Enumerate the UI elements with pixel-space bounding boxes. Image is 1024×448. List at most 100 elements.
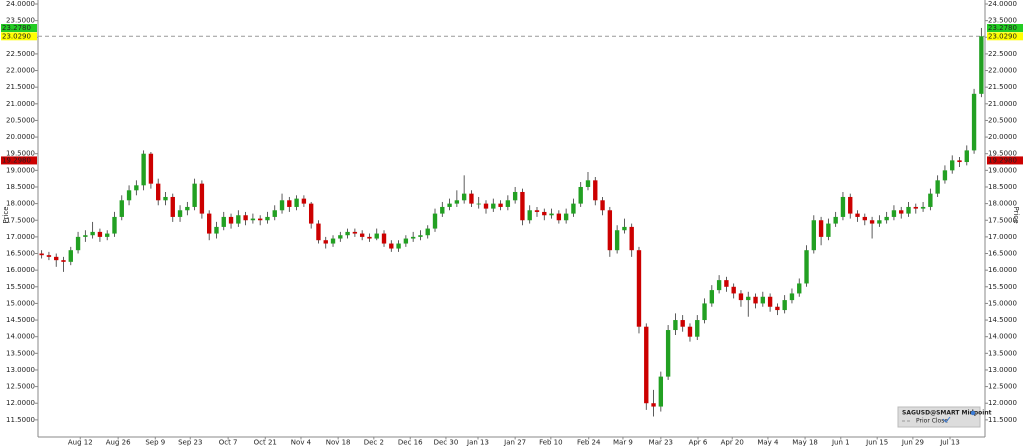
candle-body bbox=[971, 93, 977, 151]
x-tick-label: Oct 7 bbox=[219, 439, 238, 447]
y-tick-label-right: 14.5000 bbox=[988, 316, 1017, 324]
candle-body bbox=[359, 233, 365, 237]
y-tick-label: 12.0000 bbox=[6, 399, 35, 407]
x-tick-label: Oct 21 bbox=[254, 439, 277, 447]
candle-body bbox=[97, 231, 103, 237]
candle-body bbox=[279, 200, 285, 211]
candle-body bbox=[389, 243, 394, 249]
candle-body bbox=[148, 153, 154, 184]
x-tick-label: Sep 23 bbox=[178, 439, 202, 447]
y-tick-label: 21.0000 bbox=[6, 100, 35, 108]
x-tick-label: Jun 29 bbox=[901, 439, 924, 447]
candle-body bbox=[585, 180, 591, 187]
candle-body bbox=[491, 203, 496, 209]
candle-body bbox=[644, 326, 649, 404]
y-tick-label: 13.5000 bbox=[6, 349, 35, 357]
candle-body bbox=[469, 193, 474, 204]
candle-body bbox=[105, 233, 110, 237]
candle-body bbox=[83, 235, 88, 237]
candle-body bbox=[950, 160, 955, 171]
y-tick-label: 24.0000 bbox=[6, 0, 35, 8]
candle-body bbox=[345, 231, 350, 236]
candle-body bbox=[367, 236, 372, 239]
candle-body bbox=[520, 191, 525, 221]
price-label: 19.2980 bbox=[988, 156, 1017, 164]
y-tick-label: 19.5000 bbox=[6, 150, 35, 158]
y-tick-label-right: 17.5000 bbox=[988, 216, 1017, 224]
candle-body bbox=[571, 203, 576, 214]
candle-body bbox=[134, 185, 139, 191]
candle-body bbox=[665, 330, 671, 377]
y-tick-label-right: 22.0000 bbox=[988, 67, 1017, 75]
candle-body bbox=[287, 200, 292, 207]
candle-body bbox=[563, 213, 569, 221]
y-tick-label-right: 16.5000 bbox=[988, 250, 1017, 258]
y-tick-label-right: 18.5000 bbox=[988, 183, 1017, 191]
candle-body bbox=[833, 216, 838, 224]
candle-body bbox=[891, 210, 897, 217]
candle-body bbox=[199, 183, 205, 214]
y-tick-label-right: 20.5000 bbox=[988, 116, 1017, 124]
candle-body bbox=[185, 206, 190, 211]
y-tick-label: 20.0000 bbox=[6, 133, 35, 141]
candle-body bbox=[913, 206, 918, 209]
candle-body bbox=[374, 233, 379, 239]
y-tick-label-right: 14.0000 bbox=[988, 333, 1017, 341]
candle-body bbox=[527, 210, 532, 221]
candle-body bbox=[607, 210, 613, 251]
candle-body bbox=[214, 226, 219, 234]
x-tick-label: Nov 4 bbox=[291, 439, 312, 447]
price-label: 23.2780 bbox=[988, 24, 1017, 32]
y-tick-label-right: 23.5000 bbox=[988, 17, 1017, 25]
candle-body bbox=[957, 160, 962, 163]
candle-body bbox=[716, 280, 722, 291]
candle-body bbox=[46, 255, 52, 257]
candle-body bbox=[126, 190, 132, 201]
candle-body bbox=[75, 236, 81, 251]
candle-body bbox=[899, 210, 904, 214]
candle-body bbox=[410, 236, 416, 239]
candle-body bbox=[556, 213, 562, 221]
x-tick-label: Jun 15 bbox=[865, 439, 888, 447]
legend-icon bbox=[970, 410, 976, 416]
legend-prior-close: Prior Close bbox=[916, 418, 948, 425]
candle-body bbox=[454, 200, 460, 204]
x-tick-label: Dec 16 bbox=[398, 439, 423, 447]
x-tick-label: May 4 bbox=[757, 439, 779, 447]
x-tick-label: Apr 6 bbox=[689, 439, 708, 447]
y-tick-label: 16.5000 bbox=[6, 250, 35, 258]
candle-body bbox=[964, 150, 969, 163]
candle-body bbox=[731, 286, 736, 294]
candle-body bbox=[68, 250, 73, 262]
x-tick-label: Aug 12 bbox=[68, 439, 93, 447]
candle-body bbox=[862, 216, 867, 221]
candle-body bbox=[119, 200, 124, 217]
candle-body bbox=[440, 206, 445, 214]
candle-body bbox=[221, 216, 226, 227]
y-tick-label-right: 11.5000 bbox=[988, 416, 1017, 424]
candle-body bbox=[330, 238, 336, 244]
candle-body bbox=[257, 218, 263, 221]
candle-body bbox=[826, 223, 831, 237]
candle-body bbox=[323, 240, 328, 244]
candle-body bbox=[61, 260, 66, 262]
y-tick-label-right: 12.5000 bbox=[988, 383, 1017, 391]
candle-body bbox=[301, 198, 307, 204]
y-tick-label: 21.5000 bbox=[6, 83, 35, 91]
y-tick-label-right: 16.0000 bbox=[988, 266, 1017, 274]
candle-body bbox=[651, 403, 656, 407]
x-tick-label: Apr 20 bbox=[721, 439, 744, 447]
y-tick-label: 14.5000 bbox=[6, 316, 35, 324]
x-tick-label: Aug 26 bbox=[106, 439, 131, 447]
x-tick-label: Jan 13 bbox=[466, 439, 489, 447]
candle-body bbox=[818, 220, 824, 237]
candle-body bbox=[746, 296, 751, 301]
candle-body bbox=[695, 320, 700, 337]
candle-body bbox=[804, 250, 809, 284]
y-tick-label-right: 13.5000 bbox=[988, 349, 1017, 357]
candle-body bbox=[775, 306, 780, 311]
price-label: 23.0290 bbox=[988, 32, 1017, 40]
candle-body bbox=[243, 215, 248, 221]
x-tick-label: May 18 bbox=[792, 439, 818, 447]
candle-body bbox=[636, 250, 642, 327]
